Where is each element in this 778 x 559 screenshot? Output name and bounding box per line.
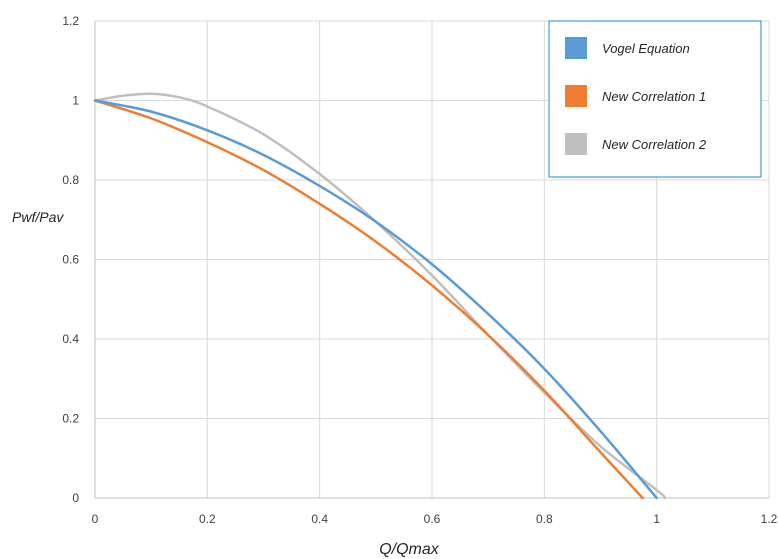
legend-swatch-vogel-equation	[565, 37, 587, 59]
series-layer	[93, 92, 667, 500]
legend-swatch-new-correlation-2	[565, 133, 587, 155]
x-tick-label: 0	[92, 512, 99, 526]
x-tick-label: 1.2	[761, 512, 778, 526]
y-tick-label: 0.4	[62, 332, 79, 346]
y-axis-title: Pwf/Pav	[12, 209, 64, 225]
legend-label-vogel-equation: Vogel Equation	[602, 41, 690, 56]
y-tick-label: 0.2	[62, 412, 79, 426]
x-tick-label: 0.4	[311, 512, 328, 526]
series-line-new-correlation-1	[93, 99, 644, 500]
y-tick-label: 1.2	[62, 14, 79, 28]
legend-label-new-correlation-2: New Correlation 2	[602, 137, 707, 152]
legend-label-new-correlation-1: New Correlation 1	[602, 89, 706, 104]
y-tick-label: 1	[72, 94, 79, 108]
y-tick-label: 0.8	[62, 173, 79, 187]
legend: Vogel Equation New Correlation 1 New Corre…	[548, 20, 762, 178]
y-tick-label: 0.6	[62, 253, 79, 267]
series-line-vogel-equation	[93, 99, 658, 500]
x-tick-label: 0.6	[424, 512, 441, 526]
x-axis-title: Q/Qmax	[379, 541, 440, 558]
x-tick-label: 0.2	[199, 512, 216, 526]
series-line-new-correlation-2	[93, 92, 667, 500]
x-tick-label: 0.8	[536, 512, 553, 526]
tick-labels: 0 0.2 0.4 0.6 0.8 1 1.2 0 0.2 0.4 0.6 0.8 1 1.2	[62, 14, 777, 526]
legend-swatch-new-correlation-1	[565, 85, 587, 107]
x-tick-label: 1	[653, 512, 660, 526]
y-tick-label: 0	[72, 491, 79, 505]
